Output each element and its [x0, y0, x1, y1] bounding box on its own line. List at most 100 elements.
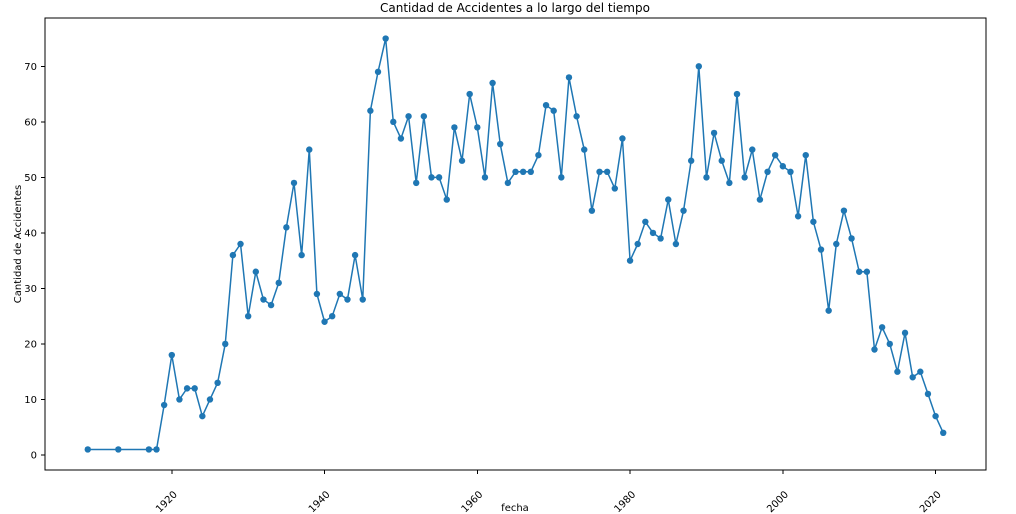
y-tick-label: 30	[24, 284, 37, 295]
data-point	[672, 240, 680, 248]
data-point	[665, 196, 672, 203]
data-point	[642, 218, 649, 225]
data-point	[374, 68, 382, 76]
data-point	[290, 179, 298, 187]
data-point	[160, 401, 168, 409]
data-point	[512, 168, 519, 176]
data-point	[878, 324, 886, 331]
series-layer	[84, 35, 947, 453]
data-point	[703, 174, 710, 181]
data-point	[206, 396, 214, 403]
data-point	[229, 251, 237, 259]
data-point	[313, 290, 321, 298]
data-point	[932, 412, 939, 420]
data-point	[458, 157, 466, 164]
data-point	[573, 113, 580, 120]
data-point	[764, 168, 771, 176]
y-tick-label: 70	[24, 62, 37, 73]
data-point	[581, 146, 588, 153]
data-point	[481, 174, 489, 181]
data-point	[603, 168, 611, 176]
data-point	[191, 385, 198, 392]
data-point	[794, 213, 802, 220]
data-point	[405, 113, 412, 120]
data-point	[283, 224, 290, 231]
data-point	[771, 151, 779, 159]
x-tick-label: 2020	[918, 489, 944, 514]
data-point	[306, 146, 313, 153]
data-point	[856, 268, 863, 275]
data-point	[787, 168, 794, 176]
data-point	[940, 429, 947, 436]
data-point	[466, 90, 473, 98]
data-point	[733, 90, 741, 98]
data-point	[321, 318, 328, 325]
data-point	[550, 107, 557, 114]
data-point	[199, 412, 206, 420]
data-point	[649, 229, 657, 237]
data-point	[84, 446, 91, 453]
data-point	[871, 346, 878, 353]
data-point	[657, 235, 664, 242]
data-point	[886, 340, 893, 348]
y-tick-label: 10	[24, 395, 37, 406]
data-point	[519, 168, 527, 176]
x-tick-label: 1940	[307, 489, 333, 514]
data-point	[443, 196, 450, 203]
data-point	[863, 268, 871, 275]
data-point	[924, 390, 932, 398]
data-point	[626, 257, 634, 264]
data-point	[115, 446, 122, 453]
data-point	[168, 351, 175, 359]
data-point	[420, 113, 428, 120]
data-point	[596, 168, 603, 176]
data-point	[634, 240, 641, 248]
data-point	[435, 174, 443, 181]
data-point	[588, 207, 596, 214]
data-point	[810, 218, 817, 225]
data-point	[527, 168, 534, 176]
data-point	[726, 179, 733, 187]
data-point	[741, 174, 748, 181]
data-point	[558, 174, 565, 181]
series-line	[87, 37, 944, 451]
data-point	[695, 63, 703, 70]
data-point	[894, 368, 901, 375]
data-point	[260, 296, 267, 303]
x-tick-label: 1980	[612, 489, 638, 514]
data-point	[237, 240, 244, 248]
data-point	[275, 279, 282, 287]
data-point	[367, 107, 374, 114]
y-tick-label: 50	[24, 173, 37, 184]
data-point	[359, 296, 366, 303]
data-point	[710, 129, 718, 137]
data-point	[183, 385, 191, 392]
data-point	[252, 268, 260, 275]
x-axis-title: fecha	[501, 503, 529, 514]
data-point	[153, 446, 160, 453]
data-point	[390, 118, 397, 126]
data-point	[833, 240, 840, 248]
y-axis-title: Cantidad de Accidentes	[13, 185, 24, 303]
data-point	[535, 151, 542, 159]
data-point	[542, 101, 550, 109]
data-point	[687, 157, 695, 164]
data-point	[222, 340, 229, 348]
data-point	[909, 374, 916, 381]
data-point	[413, 179, 420, 187]
y-tick-label: 60	[24, 117, 37, 128]
x-tick-label: 1920	[154, 489, 180, 514]
data-point	[474, 124, 481, 131]
plot-area-frame	[44, 17, 987, 471]
data-point	[848, 235, 855, 242]
y-tick-label: 20	[24, 339, 37, 350]
y-tick-label: 0	[31, 451, 37, 462]
data-point	[619, 135, 626, 142]
data-point	[451, 124, 458, 131]
y-tick-label: 40	[24, 228, 37, 239]
data-point	[825, 307, 832, 314]
data-point	[497, 140, 504, 148]
data-point	[145, 446, 153, 453]
